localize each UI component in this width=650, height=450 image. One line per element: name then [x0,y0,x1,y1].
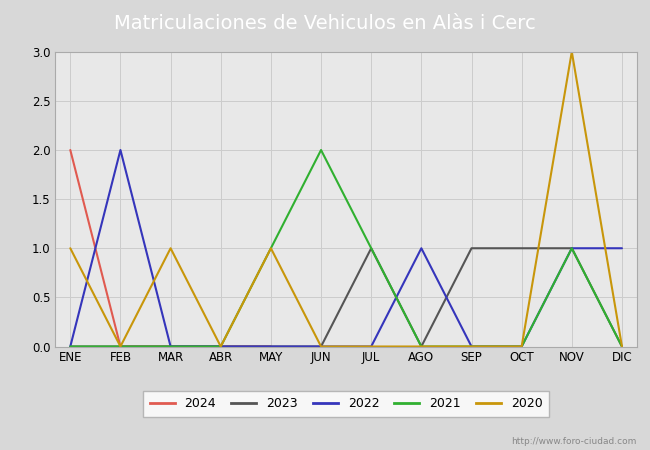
2020 [317,344,325,349]
2022 [417,246,425,251]
2023 [417,344,425,349]
Line: 2022: 2022 [70,150,622,346]
2024 [166,344,174,349]
2021 [618,344,626,349]
2023 [217,344,225,349]
2022 [467,344,475,349]
2021 [66,344,74,349]
2020 [367,344,375,349]
Text: http://www.foro-ciudad.com: http://www.foro-ciudad.com [512,436,637,446]
2024 [116,344,124,349]
2023 [367,246,375,251]
2023 [317,344,325,349]
2022 [267,344,275,349]
2020 [467,344,475,349]
Text: Matriculaciones de Vehiculos en Alàs i Cerc: Matriculaciones de Vehiculos en Alàs i C… [114,14,536,33]
2021 [467,344,475,349]
2021 [367,246,375,251]
2020 [66,246,74,251]
2023 [166,344,174,349]
2023 [467,246,475,251]
2022 [116,147,124,153]
2023 [518,246,526,251]
2024 [267,344,275,349]
Line: 2023: 2023 [70,248,622,346]
2021 [568,246,576,251]
2021 [116,344,124,349]
Line: 2021: 2021 [70,150,622,346]
2021 [417,344,425,349]
Line: 2020: 2020 [70,52,622,346]
2022 [166,344,174,349]
2022 [217,344,225,349]
2021 [317,147,325,153]
2023 [267,344,275,349]
2022 [317,344,325,349]
2023 [618,344,626,349]
2021 [166,344,174,349]
2020 [568,49,576,54]
2022 [518,344,526,349]
2022 [66,344,74,349]
2021 [217,344,225,349]
2021 [267,246,275,251]
2023 [116,344,124,349]
2020 [618,344,626,349]
2022 [568,246,576,251]
2020 [217,344,225,349]
2023 [568,246,576,251]
2022 [618,246,626,251]
2020 [166,246,174,251]
2023 [66,344,74,349]
2022 [367,344,375,349]
2024 [66,147,74,153]
Legend: 2024, 2023, 2022, 2021, 2020: 2024, 2023, 2022, 2021, 2020 [143,391,549,417]
2020 [518,344,526,349]
2020 [116,344,124,349]
2020 [417,344,425,349]
2024 [217,344,225,349]
2021 [518,344,526,349]
2020 [267,246,275,251]
Line: 2024: 2024 [70,150,271,346]
